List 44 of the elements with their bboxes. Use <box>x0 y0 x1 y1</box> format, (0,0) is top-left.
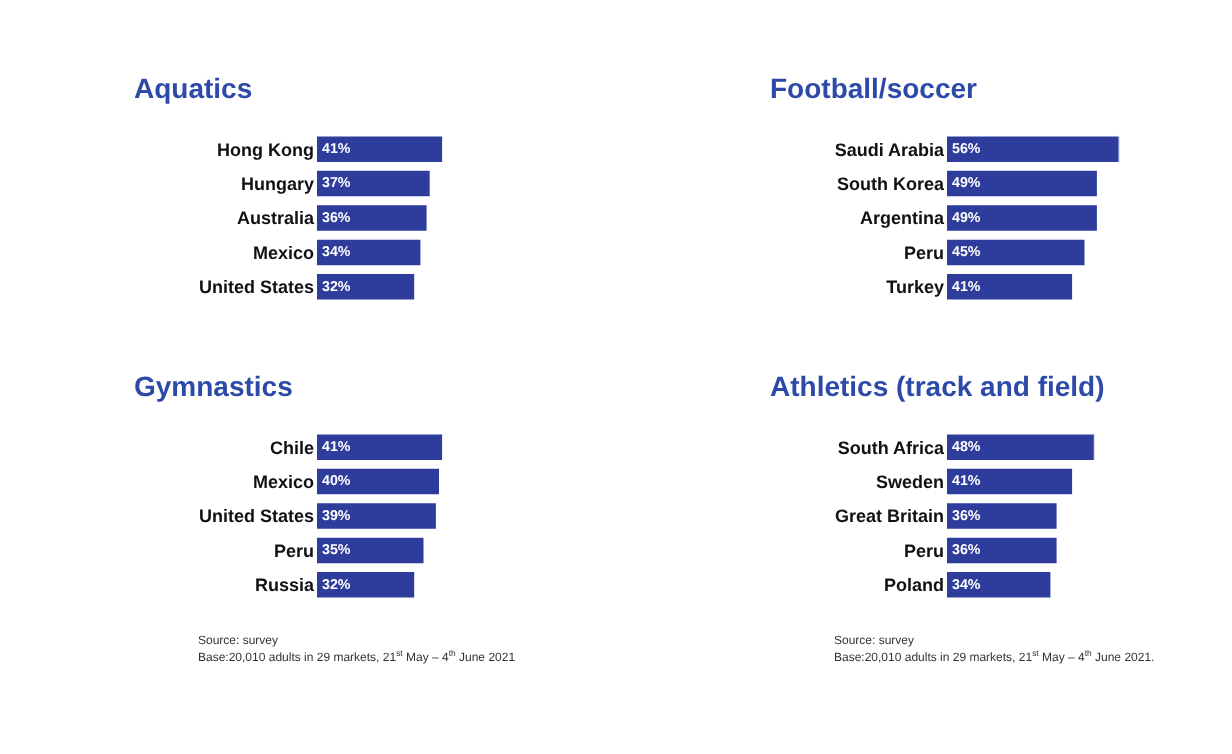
bar <box>316 203 429 233</box>
y-tick-label: Chile <box>269 437 314 458</box>
bar <box>316 134 444 164</box>
y-tick-label: Turkey <box>886 277 944 298</box>
bar <box>316 168 432 199</box>
bar <box>316 466 441 497</box>
y-tick-label: Great Britain <box>834 506 944 527</box>
y-tick-label: United States <box>198 506 314 527</box>
y-tick-label: Australia <box>236 208 316 229</box>
y-tick-label: Mexico <box>252 242 315 263</box>
bar <box>316 570 417 600</box>
bar <box>946 203 1099 233</box>
bar <box>316 501 438 531</box>
bar <box>946 432 1095 462</box>
bar <box>946 168 1099 199</box>
bar <box>316 432 444 462</box>
y-tick-label: Peru <box>903 242 944 263</box>
y-tick-label: Peru <box>903 540 944 561</box>
bar <box>946 535 1059 566</box>
bar <box>946 237 1087 268</box>
y-tick-label: United States <box>198 277 314 298</box>
bar <box>946 134 1120 164</box>
bar <box>316 535 426 566</box>
y-tick-label: Poland <box>883 575 944 596</box>
y-tick-label: Hungary <box>240 173 314 194</box>
bar <box>946 570 1053 600</box>
y-tick-label: South Africa <box>837 437 946 458</box>
y-tick-label: Saudi Arabia <box>834 139 946 160</box>
chart-title: Football/soccer <box>770 72 979 104</box>
bar <box>316 237 423 268</box>
chart-title: Athletics (track and field) <box>770 370 1105 402</box>
bar <box>316 272 417 302</box>
y-tick-label: South Korea <box>836 173 946 194</box>
chart-title: Aquatics <box>134 72 253 104</box>
y-tick-label: Peru <box>273 540 314 561</box>
bar <box>946 466 1075 497</box>
bar <box>946 272 1075 302</box>
y-tick-label: Mexico <box>252 471 315 492</box>
y-tick-label: Hong Kong <box>217 139 314 160</box>
y-tick-label: Sweden <box>875 471 944 492</box>
chart-title: Gymnastics <box>134 370 294 402</box>
bar <box>946 501 1059 531</box>
y-tick-label: Argentina <box>859 208 946 229</box>
y-tick-label: Russia <box>254 575 316 596</box>
